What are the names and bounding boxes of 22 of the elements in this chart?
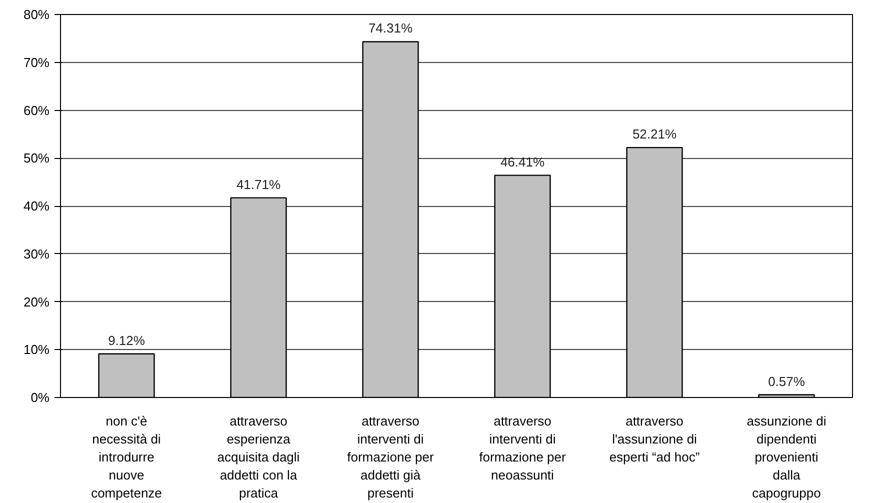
data-label: 41.71% [236,176,281,192]
y-tick-label: 20% [23,294,50,310]
x-tick-label: attraverso interventi di formazione per addetti già presenti [347,414,435,500]
y-tick-label: 60% [23,102,50,118]
y-tick-label: 50% [23,150,50,166]
x-tick-label: non c'è necessità di introdurre nuove competenze [91,414,162,500]
data-label: 9.12% [108,332,146,348]
data-label: 52.21% [632,126,677,142]
y-tick-label: 30% [23,246,50,262]
y-tick-label: 10% [23,342,50,358]
x-tick-label: assunzione di dipendenti provenienti dalla capogruppo [746,414,826,500]
x-tick-label: attraverso l'assunzione di esperti “ad hoc” [609,414,700,464]
x-tick-label: attraverso interventi di formazione per neoassunti [479,414,567,482]
x-tick-label: attraverso esperienza acquisita dagli addetti con la pratica [217,414,300,500]
data-label: 46.41% [500,154,545,170]
y-tick-label: 40% [23,198,50,214]
y-tick-label: 70% [23,54,50,70]
bar [98,353,155,398]
y-tick-label: 0% [30,390,50,405]
data-label: 0.57% [768,374,806,389]
data-label: 74.31% [368,20,413,36]
y-tick-label: 80% [23,7,50,22]
